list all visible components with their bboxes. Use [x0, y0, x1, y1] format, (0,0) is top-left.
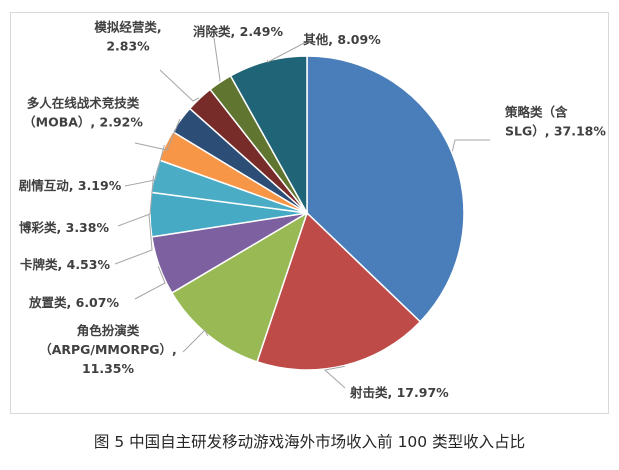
- leader-line: [266, 39, 311, 63]
- leader-lines: [114, 37, 490, 389]
- leader-line: [124, 144, 165, 187]
- slice-label: 其他, 8.09%: [303, 32, 381, 47]
- slice-label: 消除类, 2.49%: [193, 24, 283, 39]
- leader-line: [323, 365, 346, 389]
- slice-label: 角色扮演类 （ARPG/MMORPG）, 11.35%: [39, 323, 177, 376]
- slice-label: 模拟经营类, 2.83%: [94, 20, 161, 54]
- slice-label-line: （MOBA）, 2.92%: [23, 115, 143, 130]
- slice-label: 剧情互动, 3.19%: [19, 178, 122, 193]
- leader-line: [134, 266, 166, 300]
- slice-label-line: 剧情互动, 3.19%: [19, 178, 122, 193]
- slice-label-line: 2.83%: [106, 39, 150, 54]
- leader-line: [114, 214, 153, 265]
- slice-label: 卡牌类, 4.53%: [20, 257, 110, 272]
- slice-label-line: 消除类, 2.49%: [193, 24, 283, 39]
- pie-slice: [170, 211, 309, 363]
- slice-label-line: 策略类（含: [505, 105, 568, 120]
- slice-label: 多人在线战术竞技类 （MOBA）, 2.92%: [23, 96, 143, 130]
- pie-slice: [306, 55, 465, 323]
- slice-label-line: 射击类, 17.97%: [349, 385, 449, 400]
- leader-line: [159, 69, 200, 102]
- slice-label-line: 其他, 8.09%: [303, 32, 381, 47]
- leader-line: [117, 175, 154, 227]
- slice-label-line: SLG）, 37.18%: [505, 124, 606, 139]
- slice-label: 策略类（含 SLG）, 37.18%: [505, 105, 606, 139]
- slice-label: 放置类, 6.07%: [28, 295, 119, 310]
- figure-caption: 图 5 中国自主研发移动游戏海外市场收入前 100 类型收入占比: [93, 433, 526, 451]
- pie-slice: [256, 211, 422, 371]
- leader-line: [182, 329, 209, 353]
- slice-label-line: （ARPG/MMORPG）,: [39, 342, 177, 357]
- leader-line: [451, 139, 490, 152]
- slice-label-line: 角色扮演类: [77, 323, 140, 338]
- leader-line: [134, 118, 181, 151]
- leader-line: [213, 37, 221, 82]
- slice-label: 射击类, 17.97%: [349, 385, 449, 400]
- slice-labels: 策略类（含 SLG）, 37.18% 射击类, 17.97% 角色扮演类 （ARPG/M…: [19, 20, 607, 401]
- slice-label-line: 博彩类, 3.38%: [19, 220, 109, 235]
- slice-label-line: 模拟经营类,: [94, 20, 161, 35]
- slice-label-line: 放置类, 6.07%: [28, 295, 119, 310]
- slice-label-line: 多人在线战术竞技类: [27, 96, 140, 111]
- slice-label-line: 11.35%: [82, 361, 135, 376]
- slice-label-line: 卡牌类, 4.53%: [20, 257, 110, 272]
- pie-slices: [149, 55, 465, 371]
- slice-label: 博彩类, 3.38%: [19, 220, 109, 235]
